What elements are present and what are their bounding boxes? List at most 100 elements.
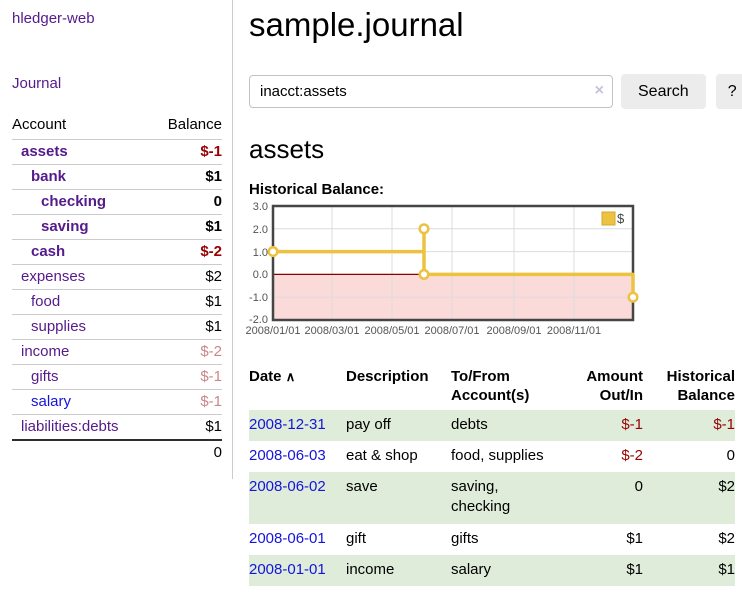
account-link-gifts[interactable]: gifts bbox=[31, 368, 59, 385]
register-row: 2008-06-01 gift gifts $1 $2 bbox=[249, 524, 735, 555]
transaction-description: gift bbox=[346, 529, 367, 547]
historical-balance-chart: $ 3.0 2.0 1.0 0.0 -1.0 -2.0 2008/01/01 2… bbox=[245, 201, 669, 340]
transaction-accounts: food, supplies bbox=[451, 446, 544, 464]
x-tick: 2008/07/01 bbox=[424, 325, 479, 337]
y-tick: 0.0 bbox=[253, 269, 268, 281]
nav-journal-link[interactable]: Journal bbox=[12, 75, 62, 92]
register-header-balance: Historical Balance bbox=[666, 368, 735, 404]
date-header-label: Date bbox=[249, 368, 282, 385]
account-link-checking[interactable]: checking bbox=[41, 193, 107, 210]
transaction-balance: $1 bbox=[718, 560, 735, 578]
transaction-accounts: salary bbox=[451, 560, 492, 578]
account-row-liabilities-debts: liabilities:debts $1 bbox=[12, 414, 222, 440]
data-point-2008-01-01 bbox=[267, 246, 279, 258]
legend-label: $ bbox=[617, 211, 625, 226]
transaction-description: save bbox=[346, 478, 378, 495]
transaction-description: pay off bbox=[346, 415, 391, 433]
transaction-date-link[interactable]: 2008-01-01 bbox=[249, 560, 326, 578]
y-tick: 1.0 bbox=[253, 247, 268, 259]
transaction-amount: $1 bbox=[626, 529, 643, 547]
account-link-bank[interactable]: bank bbox=[31, 168, 67, 185]
transaction-date-link[interactable]: 2008-12-31 bbox=[249, 415, 326, 433]
chart-legend: $ bbox=[597, 209, 631, 228]
register-header-accounts: To/From Account(s) bbox=[451, 368, 530, 404]
x-tick: 2008/11/01 bbox=[547, 325, 601, 337]
accounts-header-account: Account bbox=[12, 116, 67, 133]
transaction-date-link[interactable]: 2008-06-03 bbox=[249, 446, 326, 464]
account-row-assets: assets $-1 bbox=[12, 139, 222, 165]
transaction-balance: $-1 bbox=[713, 415, 735, 433]
register-header-amount: Amount Out/In bbox=[586, 368, 643, 404]
chart-canvas: $ 3.0 2.0 1.0 0.0 -1.0 -2.0 2008/01/01 2… bbox=[245, 201, 639, 337]
account-link-saving[interactable]: saving bbox=[41, 218, 89, 235]
account-balance-expenses: $2 bbox=[151, 264, 222, 290]
register-table: Date ∧ Description To/From Account(s) Am… bbox=[249, 364, 735, 586]
account-link-liabilities-debts[interactable]: liabilities:debts bbox=[21, 418, 119, 435]
account-balance-income: $-2 bbox=[151, 339, 222, 365]
main-content: sample.journal × Search ? assets Histori… bbox=[233, 0, 742, 594]
balance-series-line bbox=[273, 227, 635, 298]
y-tick: 3.0 bbox=[253, 201, 268, 213]
transaction-date-link[interactable]: 2008-06-02 bbox=[249, 478, 326, 495]
account-row-expenses: expenses $2 bbox=[12, 264, 222, 290]
accounts-table-header: Account Balance bbox=[12, 112, 222, 140]
account-link-supplies[interactable]: supplies bbox=[31, 318, 87, 335]
clear-search-icon[interactable]: × bbox=[594, 82, 604, 99]
account-row-salary: salary $-1 bbox=[12, 389, 222, 415]
app-brand: hledger-web bbox=[12, 10, 222, 27]
account-row-checking: checking 0 bbox=[12, 189, 222, 215]
account-row-bank: bank $1 bbox=[12, 164, 222, 190]
chart-label: Historical Balance: bbox=[249, 181, 385, 198]
transaction-amount: $1 bbox=[626, 560, 643, 578]
account-row-income: income $-2 bbox=[12, 339, 222, 365]
data-point-2008-06-01 bbox=[418, 223, 430, 235]
search-form: × Search ? bbox=[249, 74, 742, 109]
y-tick: 2.0 bbox=[253, 224, 268, 236]
account-balance-saving: $1 bbox=[151, 214, 222, 240]
account-link-expenses[interactable]: expenses bbox=[21, 268, 86, 285]
search-button[interactable]: Search bbox=[621, 74, 706, 109]
y-tick: -2.0 bbox=[249, 314, 268, 326]
account-link-income[interactable]: income bbox=[21, 343, 70, 360]
accounts-total-row: 0 bbox=[12, 439, 222, 465]
register-header-date[interactable]: Date ∧ bbox=[249, 364, 346, 410]
register-row: 2008-06-03 eat & shop food, supplies $-2… bbox=[249, 441, 735, 472]
account-row-supplies: supplies $1 bbox=[12, 314, 222, 340]
account-link-salary[interactable]: salary bbox=[31, 393, 72, 410]
transaction-accounts: gifts bbox=[451, 529, 479, 547]
nav-journal: Journal bbox=[12, 75, 222, 92]
account-balance-bank: $1 bbox=[151, 164, 222, 190]
x-tick: 2008/09/01 bbox=[486, 325, 541, 337]
sort-ascending-icon: ∧ bbox=[285, 369, 296, 384]
account-link-cash[interactable]: cash bbox=[31, 243, 66, 260]
account-balance-salary: $-1 bbox=[151, 389, 222, 415]
x-tick: 2008/03/01 bbox=[304, 325, 359, 337]
register-header-description: Description bbox=[346, 368, 429, 385]
account-balance-checking: 0 bbox=[151, 189, 222, 215]
account-row-gifts: gifts $-1 bbox=[12, 364, 222, 390]
account-balance-cash: $-2 bbox=[151, 239, 222, 265]
x-tick: 2008/01/01 bbox=[245, 325, 300, 337]
account-link-food[interactable]: food bbox=[31, 293, 61, 310]
accounts-table: Account Balance assets $-1 bank $1 check… bbox=[12, 112, 222, 465]
app-brand-link[interactable]: hledger-web bbox=[12, 10, 95, 27]
data-point-markers bbox=[267, 223, 639, 303]
transaction-balance: $2 bbox=[718, 478, 735, 495]
transaction-date-link[interactable]: 2008-06-01 bbox=[249, 529, 326, 547]
help-button[interactable]: ? bbox=[715, 74, 742, 109]
page-title: sample.journal bbox=[249, 6, 464, 43]
sidebar: hledger-web Journal Account Balance asse… bbox=[0, 0, 233, 479]
data-point-2008-06-03 bbox=[418, 268, 430, 280]
transaction-accounts: debts bbox=[451, 415, 488, 433]
account-title: assets bbox=[249, 134, 325, 164]
register-row: 2008-06-02 save saving, checking 0 $2 bbox=[249, 472, 735, 524]
transaction-amount: $-2 bbox=[621, 446, 643, 464]
account-link-assets[interactable]: assets bbox=[21, 143, 68, 160]
search-input[interactable] bbox=[249, 75, 613, 108]
transaction-description: eat & shop bbox=[346, 446, 418, 464]
account-balance-supplies: $1 bbox=[151, 314, 222, 340]
transaction-accounts: saving, checking bbox=[451, 478, 511, 516]
account-row-saving: saving $1 bbox=[12, 214, 222, 240]
y-tick: -1.0 bbox=[249, 292, 268, 304]
